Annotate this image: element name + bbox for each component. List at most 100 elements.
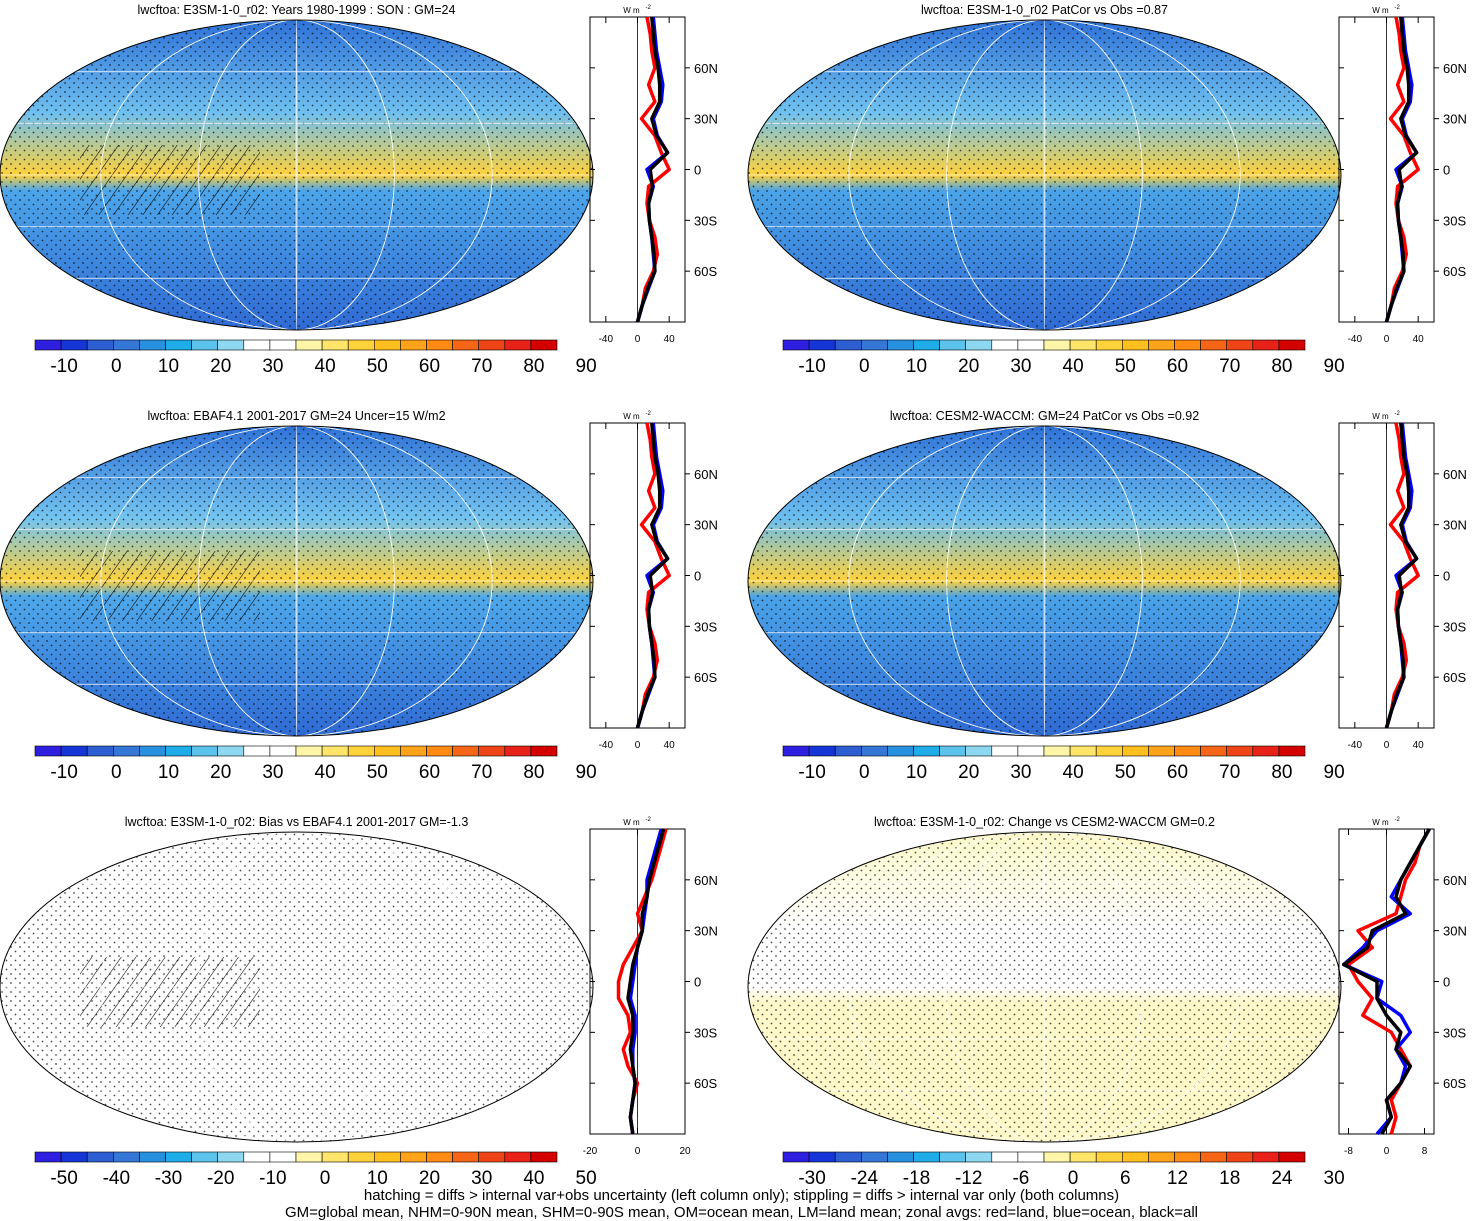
- panel-2-colorbar-box: [965, 339, 993, 351]
- panel-1-colorbar-box: [400, 339, 427, 351]
- panel-4-colorbar-label: -10: [798, 762, 825, 783]
- panel-3-colorbar-box: [426, 745, 453, 757]
- panel-5-colorbar-label: -20: [207, 1168, 234, 1189]
- panel-5-colorbar-box: [400, 1151, 427, 1163]
- panel-1-colorbar-label: 20: [210, 356, 231, 377]
- panel-2-colorbar-box: [1252, 339, 1280, 351]
- panel-2-colorbar-box: [913, 339, 940, 351]
- panel-2-colorbar-box: [1226, 339, 1254, 351]
- panel-6-colorbar-box: [1069, 1151, 1097, 1163]
- panel-4-colorbar-box: [782, 745, 810, 757]
- panel-3-map-border: [0, 425, 594, 737]
- panel-1-colorbar-box: [530, 339, 558, 351]
- panel-1-zonal-plot: -40 0 40 60N 30N 0 30S 60S W m -2: [589, 5, 718, 345]
- panel-2-colorbar-box: [887, 339, 914, 351]
- panel-1-colorbar-label: 70: [471, 356, 492, 377]
- panel-6-colorbar-label: 24: [1271, 1168, 1293, 1189]
- panel-1-colorbar-label: 80: [523, 356, 544, 377]
- panel-6-colorbar-box: [1226, 1151, 1254, 1163]
- panel-1-colorbar-label: 10: [158, 356, 179, 377]
- panel-3-colorbar-label: 0: [111, 762, 122, 783]
- panel-1-zonal-lat-label: 0: [694, 163, 701, 178]
- panel-3-colorbar-label: 80: [523, 762, 544, 783]
- panel-1-zonal-line-000000: [635, 16, 670, 323]
- panel-4-colorbar-box: [965, 745, 993, 757]
- panel-2-colorbar-box: [1043, 339, 1071, 351]
- panel-3-colorbar-box: [86, 745, 114, 757]
- panel-3-colorbar-box: [452, 745, 480, 757]
- panel-3-zonal-xtick: 0: [635, 740, 641, 751]
- panel-6-colorbar-label: 0: [1068, 1168, 1079, 1189]
- panel-3-colorbar-box: [347, 745, 375, 757]
- panel-5-colorbar-box: [86, 1151, 114, 1163]
- panel-2-colorbar-label: 70: [1219, 356, 1240, 377]
- panel-3-colorbar-label: 70: [471, 762, 492, 783]
- panel-3-zonal-xtick: -40: [599, 740, 614, 751]
- panel-2-zonal-plot: -40 0 40 60N 30N 0 30S 60S W m -2: [1338, 5, 1467, 345]
- panel-2-colorbar-box: [1278, 339, 1306, 351]
- panel-1-zonal-lat-label: 60N: [694, 61, 718, 76]
- panel-5-title: lwcftoa: E3SM-1-0_r02: Bias vs EBAF4.1 2…: [125, 815, 469, 829]
- panel-3-zonal-lat-label: 60N: [694, 467, 718, 482]
- panel-4-colorbar-label: 30: [1010, 762, 1031, 783]
- panel-2: lwcftoa: E3SM-1-0_r02 PatCor vs Obs =0.8…: [747, 3, 1467, 377]
- panel-6-colorbar-box: [887, 1151, 914, 1163]
- svg-text:-2: -2: [646, 5, 652, 11]
- panel-4-zonal-plot: -40 0 40 60N 30N 0 30S 60S W m -2: [1338, 411, 1467, 751]
- panel-2-colorbar-label: 90: [1324, 356, 1345, 377]
- panel-1-colorbar-label: 90: [576, 356, 597, 377]
- panel-2-colorbar-box: [782, 339, 810, 351]
- panel-4-colorbar-label: 10: [906, 762, 927, 783]
- panel-3-colorbar-box: [530, 745, 558, 757]
- panel-2-colorbar-box: [808, 339, 836, 351]
- panel-6-colorbar-box: [1043, 1151, 1071, 1163]
- panel-3-colorbar-label: 30: [262, 762, 283, 783]
- panel-6-zonal-lat-label: 30N: [1443, 924, 1467, 939]
- panel-5-colorbar-box: [243, 1151, 271, 1163]
- panel-4-zonal-units: W m: [1372, 412, 1389, 421]
- panel-6-zonal-line-000000: [1342, 828, 1431, 1135]
- panel-5-zonal-plot: -20 0 20 60N 30N 0 30S 60S W m -2: [583, 817, 718, 1157]
- panel-1-colorbar-box: [86, 339, 114, 351]
- panel-5-colorbar-box: [452, 1151, 480, 1163]
- panel-1-colorbar-box: [60, 339, 88, 351]
- panel-6-zonal-lat-label: 30S: [1443, 1025, 1466, 1040]
- panel-1-colorbar-box: [113, 339, 140, 351]
- panel-6-colorbar-box: [965, 1151, 993, 1163]
- panel-2-colorbar-label: 80: [1271, 356, 1292, 377]
- panel-3-hatching: [80, 551, 260, 621]
- panel-1-zonal-xtick: 0: [635, 334, 641, 345]
- panel-3-colorbar-box: [217, 745, 245, 757]
- panel-3-colorbar-label: -10: [50, 762, 77, 783]
- panel-6-colorbar-label: -30: [798, 1168, 825, 1189]
- panel-6-zonal-plot: -8 0 8 60N 30N 0 30S 60S W m -2: [1338, 817, 1467, 1157]
- panel-4-map-border: [747, 425, 1342, 737]
- panel-6-colorbar-box: [834, 1151, 862, 1163]
- panel-6-colorbar-label: 18: [1219, 1168, 1240, 1189]
- panel-1-colorbar-label: 50: [367, 356, 388, 377]
- panel-3: lwcftoa: EBAF4.1 2001-2017 GM=24 Uncer=1…: [0, 409, 718, 783]
- panel-1-map-border: [0, 19, 594, 331]
- panel-3-colorbar-box: [139, 745, 166, 757]
- panel-1-colorbar-label: -10: [50, 356, 77, 377]
- panel-6-colorbar-box: [1200, 1151, 1227, 1163]
- panel-6-colorbar: -30 -24 -18 -12 -6 0 6 12 18 24 30: [782, 1151, 1345, 1189]
- panel-2-colorbar-box: [1069, 339, 1097, 351]
- panel-1-colorbar-box: [504, 339, 532, 351]
- panel-2-colorbar-box: [1200, 339, 1227, 351]
- panel-2-colorbar-box: [1095, 339, 1123, 351]
- panel-5-map-border: [0, 831, 594, 1143]
- panel-5-colorbar-label: -40: [103, 1168, 130, 1189]
- panel-1-colorbar-box: [426, 339, 453, 351]
- panel-1-zonal-lat-label: 30S: [694, 213, 717, 228]
- panel-3-zonal-lat-label: 0: [694, 569, 701, 584]
- panel-6-colorbar-label: -6: [1012, 1168, 1029, 1189]
- footer-line-1: hatching = diffs > internal var+obs unce…: [363, 1187, 1120, 1204]
- panel-2-colorbar-box: [1122, 339, 1149, 351]
- panel-4-colorbar-label: 50: [1115, 762, 1136, 783]
- panel-5: lwcftoa: E3SM-1-0_r02: Bias vs EBAF4.1 2…: [0, 815, 718, 1189]
- panel-6-colorbar-label: 30: [1324, 1168, 1345, 1189]
- panel-1-colorbar-box: [321, 339, 349, 351]
- panel-1-zonal-units: W m: [623, 6, 640, 15]
- panel-5-colorbar-box: [191, 1151, 219, 1163]
